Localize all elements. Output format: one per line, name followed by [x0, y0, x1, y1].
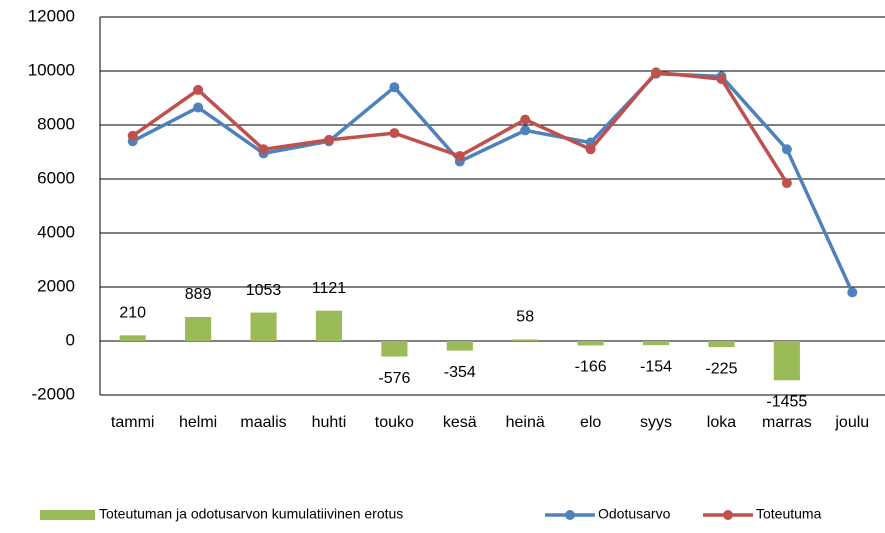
bar: [119, 335, 146, 341]
data-label: -154: [640, 358, 672, 375]
marker: [781, 178, 792, 189]
bar: [185, 316, 212, 341]
data-label: -225: [705, 360, 737, 377]
data-label: -354: [444, 364, 476, 381]
marker: [389, 128, 400, 139]
marker: [454, 151, 465, 162]
bar: [773, 341, 800, 381]
y-tick-label: 12000: [28, 6, 75, 25]
x-tick-label: joulu: [834, 414, 869, 431]
y-tick-label: 4000: [37, 222, 75, 241]
marker: [127, 130, 138, 141]
legend-swatch: [565, 510, 575, 520]
marker: [193, 84, 204, 95]
bar: [642, 341, 670, 346]
legend-label: Toteutuma: [756, 506, 822, 522]
data-label: 58: [516, 309, 534, 326]
marker: [389, 82, 400, 93]
data-label: 889: [185, 286, 212, 303]
data-label: -1455: [766, 394, 807, 411]
x-tick-label: marras: [762, 414, 812, 431]
x-tick-label: maalis: [240, 414, 286, 431]
bar: [577, 341, 604, 346]
data-label: 1053: [246, 282, 282, 299]
y-tick-label: 10000: [28, 60, 75, 79]
legend-swatch: [40, 510, 95, 520]
marker: [520, 125, 531, 136]
marker: [520, 114, 531, 125]
line: [131, 71, 854, 294]
data-label: 210: [119, 305, 146, 322]
x-tick-label: elo: [580, 414, 601, 431]
bar: [708, 341, 735, 348]
bar: [381, 341, 408, 357]
legend-swatch: [723, 510, 733, 520]
legend-label: Odotusarvo: [598, 506, 671, 522]
x-tick-label: syys: [640, 414, 672, 431]
marker: [781, 144, 792, 155]
bar: [250, 312, 277, 341]
x-tick-label: touko: [375, 414, 414, 431]
y-tick-label: 0: [66, 330, 75, 349]
data-label: 1121: [312, 280, 347, 297]
x-tick-label: huhti: [312, 414, 347, 431]
marker: [193, 102, 204, 113]
data-label: -576: [378, 370, 410, 387]
marker: [847, 287, 858, 298]
data-label: -166: [575, 359, 607, 376]
x-tick-label: kesä: [443, 414, 477, 431]
x-tick-label: helmi: [179, 414, 217, 431]
y-tick-label: 6000: [37, 168, 75, 187]
y-tick-label: 8000: [37, 114, 75, 133]
y-tick-label: 2000: [37, 276, 75, 295]
x-tick-label: loka: [707, 414, 736, 431]
marker: [323, 134, 334, 145]
y-tick-label: -2000: [32, 384, 75, 403]
marker: [258, 144, 269, 155]
x-tick-label: heinä: [506, 414, 545, 431]
legend-label: Toteutuman ja odotusarvon kumulatiivinen…: [99, 506, 403, 522]
bar: [512, 339, 539, 341]
marker: [716, 74, 727, 85]
marker: [585, 144, 596, 155]
x-tick-label: tammi: [111, 414, 155, 431]
bar: [446, 341, 473, 351]
bar: [315, 310, 343, 341]
marker: [651, 67, 662, 78]
